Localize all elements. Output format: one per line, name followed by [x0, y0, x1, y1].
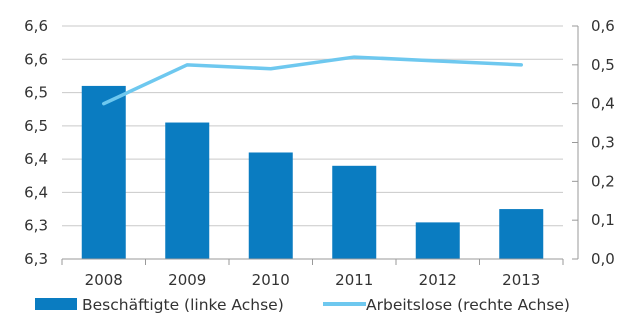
right-tick-label: 0,1 [591, 211, 615, 229]
left-axis-ticks: 6,3 6,3 6,4 6,4 6,5 6,5 6,6 6,6 [24, 17, 48, 268]
bar [248, 152, 293, 259]
legend-bar-swatch [35, 298, 77, 310]
right-tick-label: 0,6 [591, 17, 615, 35]
x-tick-label: 2013 [502, 271, 540, 289]
left-tick-label: 6,6 [24, 50, 48, 68]
bar [415, 222, 460, 259]
x-tick-label: 2012 [419, 271, 457, 289]
bar [332, 165, 377, 259]
legend-line-label: Arbeitslose (rechte Achse) [366, 296, 570, 314]
right-tick-label: 0,3 [591, 134, 615, 152]
line-series [102, 55, 523, 106]
right-tick-label: 0,4 [591, 95, 615, 113]
x-tick-label: 2010 [252, 271, 290, 289]
bar [81, 85, 126, 260]
x-tick-label: 2008 [85, 271, 123, 289]
bar [499, 209, 544, 259]
left-tick-label: 6,3 [24, 217, 48, 235]
right-axis-ticks: 0,0 0,1 0,2 0,3 0,4 0,5 0,6 [572, 17, 615, 268]
left-tick-label: 6,4 [24, 150, 48, 168]
bar [165, 122, 210, 260]
legend-bar-label: Beschäftigte (linke Achse) [82, 296, 284, 314]
left-tick-label: 6,5 [24, 84, 48, 102]
bars [81, 85, 544, 260]
left-tick-label: 6,3 [24, 250, 48, 268]
x-tick-label: 2011 [335, 271, 373, 289]
right-tick-label: 0,2 [591, 172, 615, 190]
line-path [102, 55, 523, 106]
legend: Beschäftigte (linke Achse) Arbeitslose (… [35, 296, 570, 314]
right-tick-label: 0,0 [591, 250, 615, 268]
left-tick-label: 6,6 [24, 17, 48, 35]
x-axis-ticks: 2008 2009 2010 2011 2012 2013 [61, 259, 564, 289]
left-tick-label: 6,5 [24, 117, 48, 135]
right-tick-label: 0,5 [591, 56, 615, 74]
x-tick-label: 2009 [168, 271, 206, 289]
left-tick-label: 6,4 [24, 183, 48, 201]
gridlines [62, 25, 563, 227]
